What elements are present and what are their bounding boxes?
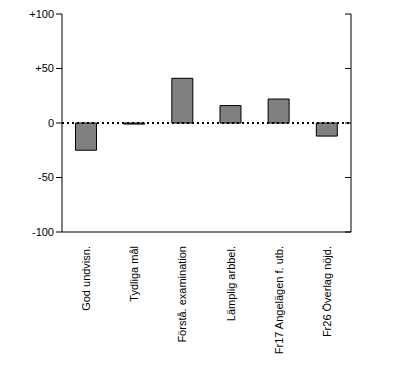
- svg-text:God undvisn.: God undvisn.: [80, 246, 92, 311]
- svg-text:+50: +50: [35, 62, 54, 74]
- svg-text:+100: +100: [29, 8, 54, 20]
- svg-text:Fr17 Angelägen f. utb.: Fr17 Angelägen f. utb.: [273, 246, 285, 354]
- svg-text:-50: -50: [38, 171, 54, 183]
- svg-text:Förstå. examination: Förstå. examination: [176, 246, 188, 343]
- svg-text:Tydliga mål: Tydliga mål: [128, 246, 140, 302]
- svg-text:-100: -100: [32, 226, 54, 238]
- svg-text:Fr26 Överlag nöjd.: Fr26 Överlag nöjd.: [321, 246, 333, 337]
- svg-text:0: 0: [48, 117, 54, 129]
- svg-text:Lämplig arbbel.: Lämplig arbbel.: [225, 246, 237, 321]
